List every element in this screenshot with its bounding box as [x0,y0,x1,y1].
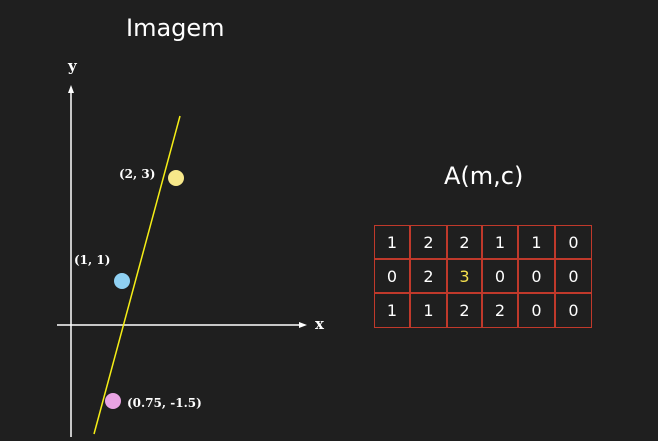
accumulator-cell: 1 [410,293,447,328]
accumulator-title: A(m,c) [444,162,524,190]
point-1-1 [114,273,130,289]
accumulator-cell: 1 [482,225,518,259]
accumulator-cell: 2 [410,259,447,293]
accumulator-cell: 2 [447,225,482,259]
accumulator-cell: 1 [374,225,410,259]
accumulator-cell: 0 [518,293,555,328]
accumulator-cell: 0 [555,225,592,259]
point-label-2-3: (2, 3) [119,167,155,181]
accumulator-grid: 1 2 2 1 1 0 0 2 3 0 0 0 1 1 2 2 0 0 [374,225,592,328]
point-label-1-1: (1, 1) [74,253,110,267]
y-axis-arrow [68,85,74,93]
point-075-neg15 [105,393,121,409]
accumulator-cell: 0 [555,259,592,293]
accumulator-cell: 0 [374,259,410,293]
accumulator-cell: 0 [482,259,518,293]
accumulator-cell: 2 [482,293,518,328]
accumulator-cell: 2 [410,225,447,259]
accumulator-cell-max: 3 [447,259,482,293]
image-space-title: Imagem [126,14,225,42]
accumulator-cell: 0 [518,259,555,293]
accumulator-cell: 0 [555,293,592,328]
point-label-075-neg15: (0.75, -1.5) [127,396,202,410]
point-2-3 [168,170,184,186]
hough-line [93,115,181,435]
accumulator-cell: 2 [447,293,482,328]
y-axis-label: y [67,57,78,75]
x-axis-arrow [299,322,307,328]
x-axis-label: x [315,315,325,333]
accumulator-cell: 1 [374,293,410,328]
accumulator-cell: 1 [518,225,555,259]
